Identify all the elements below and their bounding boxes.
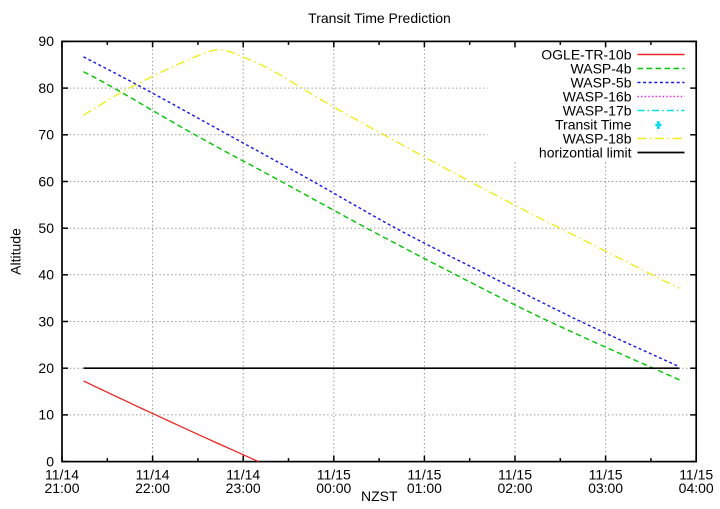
- svg-text:11/15: 11/15: [407, 467, 441, 483]
- svg-text:50: 50: [38, 220, 54, 236]
- svg-text:Altitude: Altitude: [8, 228, 24, 275]
- svg-text:40: 40: [38, 267, 54, 283]
- svg-text:11/15: 11/15: [679, 467, 713, 483]
- svg-text:OGLE-TR-10b: OGLE-TR-10b: [541, 46, 631, 62]
- svg-text:80: 80: [38, 80, 54, 96]
- svg-text:01:00: 01:00: [407, 480, 442, 496]
- svg-text:30: 30: [38, 313, 54, 329]
- svg-text:11/14: 11/14: [45, 467, 79, 483]
- svg-text:11/15: 11/15: [589, 467, 623, 483]
- svg-text:10: 10: [38, 407, 54, 423]
- svg-text:WASP-4b: WASP-4b: [571, 60, 632, 76]
- svg-text:21:00: 21:00: [44, 480, 79, 496]
- svg-text:WASP-5b: WASP-5b: [571, 74, 632, 90]
- svg-text:00:00: 00:00: [316, 480, 351, 496]
- svg-text:Transit Time: Transit Time: [555, 116, 632, 132]
- svg-text:60: 60: [38, 173, 54, 189]
- svg-text:WASP-18b: WASP-18b: [563, 130, 632, 146]
- svg-text:11/15: 11/15: [317, 467, 351, 483]
- svg-text:horizontial limit: horizontial limit: [539, 144, 632, 160]
- svg-text:20: 20: [38, 360, 54, 376]
- svg-text:70: 70: [38, 127, 54, 143]
- svg-text:90: 90: [38, 33, 54, 49]
- svg-text:03:00: 03:00: [588, 480, 623, 496]
- svg-text:23:00: 23:00: [226, 480, 261, 496]
- svg-text:22:00: 22:00: [135, 480, 170, 496]
- svg-text:04:00: 04:00: [679, 480, 714, 496]
- svg-text:WASP-17b: WASP-17b: [563, 102, 632, 118]
- svg-text:11/14: 11/14: [136, 467, 170, 483]
- svg-text:0: 0: [46, 453, 54, 469]
- svg-text:Transit Time Prediction: Transit Time Prediction: [308, 10, 451, 26]
- svg-text:NZST: NZST: [361, 488, 398, 504]
- svg-text:11/14: 11/14: [226, 467, 260, 483]
- svg-text:11/15: 11/15: [498, 467, 532, 483]
- svg-text:WASP-16b: WASP-16b: [563, 88, 632, 104]
- svg-text:02:00: 02:00: [497, 480, 532, 496]
